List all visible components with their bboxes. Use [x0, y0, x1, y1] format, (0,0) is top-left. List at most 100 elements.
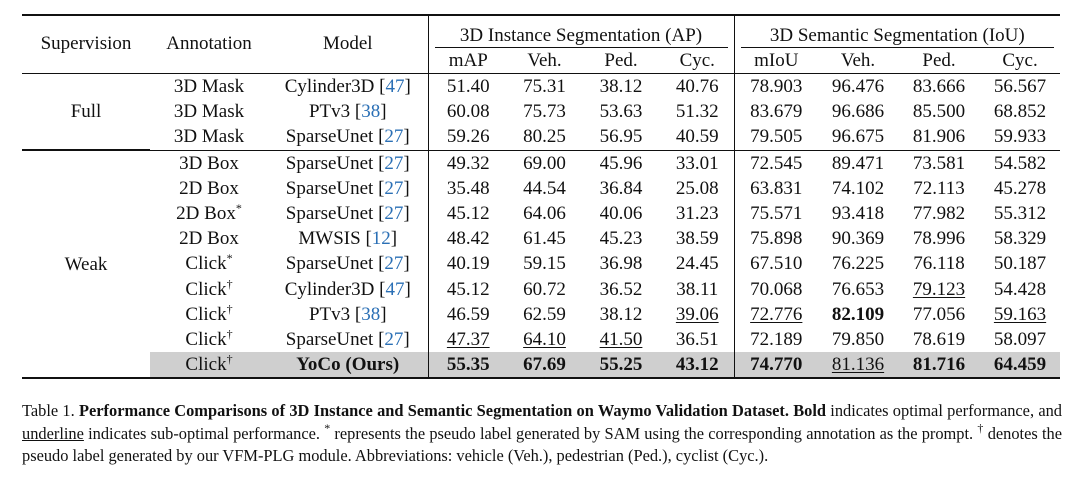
cell-value-4: 67.510 [733, 251, 819, 277]
annotation-mark: * [235, 201, 242, 216]
subheader-semantic-3: Cyc. [1002, 50, 1038, 71]
caption-part-2: indicates sub-optimal performance. [83, 423, 325, 443]
citation-link[interactable]: 47 [385, 76, 405, 98]
cell-model: MWSIS [12] [298, 228, 398, 250]
value-text: 53.63 [599, 101, 643, 123]
value-text: 24.45 [675, 253, 719, 275]
citation-link[interactable]: 47 [385, 278, 405, 300]
table-row: Weak 3D Box SparseUnet [27] 49.32 69.00 45.96… [22, 149, 1061, 380]
value-text: 47.37 [446, 328, 490, 350]
value-text: 62.59 [523, 303, 566, 325]
cell-value-7: 50.187 [980, 251, 1060, 276]
cell-annotation: 3D Box [150, 149, 268, 176]
cell-value-2: 45.96 [581, 149, 661, 176]
model-name: Cylinder3D [284, 278, 375, 300]
value-text: 40.76 [675, 76, 719, 98]
cell-value-5: 76.653 [818, 277, 898, 302]
value-text: 83.679 [750, 101, 803, 123]
citation-link[interactable]: 38 [361, 303, 381, 325]
citation-link[interactable]: 12 [371, 228, 391, 250]
value-text: 83.666 [912, 76, 966, 98]
value-text: 58.097 [993, 328, 1047, 350]
value-text: 67.69 [523, 354, 566, 376]
model-name: PTv3 [308, 303, 351, 325]
value-text: 75.898 [750, 228, 803, 250]
caption-title: Performance Comparisons of 3D Instance a… [79, 401, 789, 420]
value-text: 50.187 [993, 253, 1047, 275]
annotation-mark: * [226, 251, 233, 266]
value-text: 59.15 [523, 253, 566, 275]
cell-value-4: 75.898 [733, 226, 819, 252]
cell-value-1: 60.72 [508, 277, 581, 302]
value-text: 69.00 [523, 152, 566, 174]
annotation-mark: † [226, 301, 233, 316]
cell-value-1: 67.69 [508, 352, 581, 380]
table-row: Full 3D Mask Cylinder3D [47] 51.40 75.31 38.1… [22, 73, 1061, 152]
value-text: 75.571 [750, 203, 803, 225]
value-text: 64.459 [993, 354, 1047, 376]
cell-annotation: 3D Mask [150, 73, 268, 100]
citation-link[interactable]: 27 [384, 203, 404, 225]
value-text: 63.831 [750, 177, 803, 199]
value-text: 96.675 [831, 126, 885, 148]
value-text: 56.567 [993, 76, 1047, 98]
cell-value-4: 78.903 [733, 73, 819, 100]
annotation-text: 3D Mask [173, 126, 245, 148]
cell-model: SparseUnet [27] [285, 328, 410, 350]
model-name: SparseUnet [285, 203, 374, 225]
cell-value-6: 81.906 [898, 124, 980, 150]
value-text: 55.35 [446, 354, 490, 376]
value-text: 45.23 [599, 228, 643, 250]
citation-link[interactable]: 27 [384, 152, 404, 174]
value-text: 54.428 [993, 278, 1047, 300]
cell-model: Cylinder3D [47] [268, 73, 428, 100]
cell-value-2: 36.84 [581, 176, 661, 201]
cell-value-2: 36.98 [581, 251, 661, 276]
citation-link[interactable]: 27 [384, 177, 404, 199]
cell-value-2: 53.63 [581, 99, 661, 124]
citation-link[interactable]: 27 [384, 253, 404, 275]
cell-value-5: 93.418 [818, 201, 898, 226]
value-text: 76.225 [831, 253, 885, 275]
citation-link[interactable]: 38 [361, 101, 381, 123]
cell-value-2: 45.23 [581, 226, 661, 251]
cell-value-7: 64.459 [980, 352, 1061, 380]
value-text: 41.50 [599, 328, 643, 350]
cell-value-4: 63.831 [733, 175, 819, 201]
cell-value-4: 72.189 [733, 326, 819, 353]
cell-value-4: 75.571 [733, 200, 819, 227]
cell-value-0: 49.32 [427, 149, 508, 176]
cell-value-5: 89.471 [818, 149, 899, 176]
value-text: 75.73 [523, 101, 566, 123]
cell-value-7: 59.163 [980, 302, 1060, 327]
value-text: 64.06 [523, 203, 566, 225]
cell-model: PTv3 [38] [308, 303, 387, 325]
cell-supervision: Full [22, 73, 150, 152]
subheader-instance-2: Ped. [604, 50, 638, 71]
cell-value-1: 61.45 [508, 226, 581, 251]
value-text: 72.776 [750, 303, 803, 325]
annotation-text: Click [185, 278, 227, 300]
citation-link[interactable]: 27 [384, 126, 404, 148]
value-text: 51.32 [675, 101, 719, 123]
cell-value-4: 72.545 [733, 149, 819, 176]
header-semantic-group-label: 3D Semantic Segmentation (IoU) [740, 25, 1055, 48]
value-text: 60.72 [523, 278, 566, 300]
cell-value-4: 72.776 [733, 301, 819, 327]
value-text: 46.59 [446, 303, 490, 325]
cell-value-7: 45.278 [980, 176, 1060, 201]
citation-link[interactable]: 27 [384, 328, 404, 350]
table-row: Click† SparseUnet [27] 47.37 64.10 41.50 36.5… [22, 326, 1060, 353]
value-text: 68.852 [993, 101, 1047, 123]
cell-value-0: 47.37 [427, 326, 508, 353]
cell-value-1: 44.54 [508, 176, 581, 201]
model-name: MWSIS [298, 228, 361, 250]
annotation-text: Click [185, 253, 227, 275]
table-row: Click† PTv3 [38] 46.59 62.59 38.12 39.06 72.77… [22, 301, 1060, 327]
subheader-semantic-1: Veh. [840, 50, 876, 71]
value-text: 38.12 [599, 76, 643, 98]
cell-value-5: 74.102 [818, 176, 898, 201]
cell-value-6: 76.118 [898, 251, 980, 276]
value-text: 55.25 [599, 354, 643, 376]
value-text: 36.52 [599, 278, 643, 300]
